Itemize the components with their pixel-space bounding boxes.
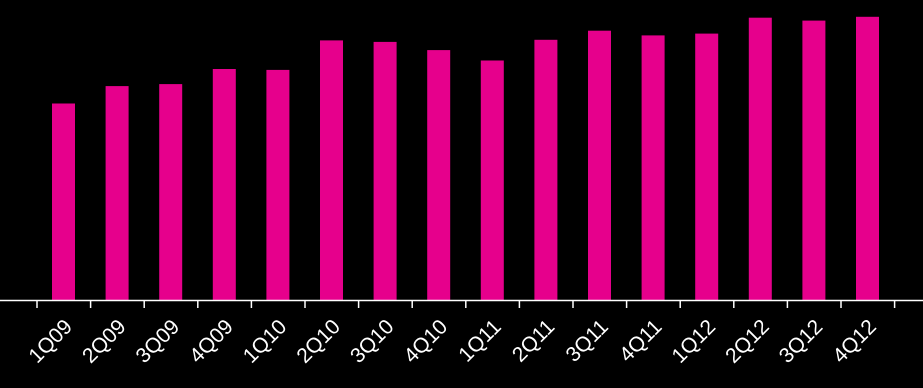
x-tick-label-2q09: 2Q09: [78, 315, 131, 368]
bar-3q10: [373, 41, 397, 301]
x-axis: [0, 299, 923, 308]
x-tick-label-3q10: 3Q10: [346, 315, 399, 368]
x-tick-label-1q09: 1Q09: [24, 315, 77, 368]
x-tick-label-4q12: 4Q12: [828, 315, 881, 368]
bar-4q10: [427, 50, 451, 300]
x-tick-label-3q12: 3Q12: [775, 315, 828, 368]
x-tick-label-2q10: 2Q10: [292, 315, 345, 368]
bar-2q12: [748, 17, 772, 300]
bar-2q10: [320, 40, 343, 301]
bar-1q12: [695, 33, 719, 300]
x-tick-label-3q11: 3Q11: [561, 315, 612, 366]
x-tick-labels: 1Q09 2Q09 3Q09 4Q09 1Q10 2Q10 3Q10 4Q10 1Q11 2Q11…: [24, 315, 881, 368]
x-tick-label-2q11: 2Q11: [508, 315, 559, 366]
x-tick-label-1q10: 1Q10: [239, 315, 292, 368]
x-tick-label-2q12: 2Q12: [721, 315, 774, 368]
x-tick-label-3q09: 3Q09: [132, 315, 185, 368]
bar-4q12: [856, 16, 879, 301]
bar-2q11: [534, 39, 558, 301]
x-tick-label-4q10: 4Q10: [400, 315, 453, 368]
bar-1q11: [480, 60, 504, 300]
bar-4q11: [641, 35, 665, 301]
bar-1q10: [266, 69, 290, 301]
bar-3q12: [802, 20, 826, 300]
x-tick-label-4q11: 4Q11: [615, 315, 666, 366]
bars-layer: [52, 16, 879, 301]
x-tick-label-4q09: 4Q09: [185, 315, 238, 368]
bar-4q09: [212, 69, 236, 300]
bar-3q09: [159, 84, 183, 300]
x-tick-label-1q11: 1Q11: [454, 315, 505, 366]
x-tick-label-1q12: 1Q12: [668, 315, 721, 368]
bar-1q09: [52, 103, 75, 300]
bar-2q09: [105, 86, 129, 300]
bar-3q11: [588, 30, 611, 300]
